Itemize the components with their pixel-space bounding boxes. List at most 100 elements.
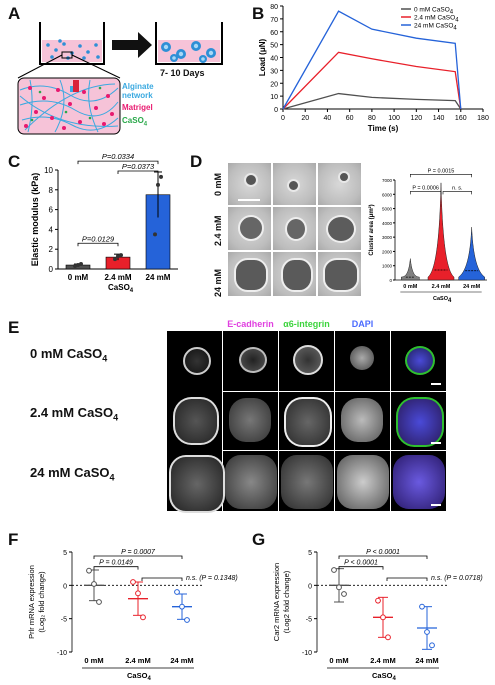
left-dish-cells [46, 39, 100, 60]
y-tick-label: 6 [49, 206, 54, 215]
data-point [341, 591, 347, 597]
micro-row-label-2: 24 mM [213, 268, 223, 297]
x-tick-label: 140 [433, 115, 445, 122]
y-axis-label-secondary: (Log₂ fold change) [37, 571, 46, 633]
data-point [174, 589, 180, 595]
if-tile-merge [391, 451, 446, 511]
category-label: 24 mM [463, 284, 481, 290]
y-tick-label: 60 [270, 30, 278, 37]
y-tick-label: 30 [270, 68, 278, 75]
x-tick-label: 120 [410, 115, 422, 122]
if-tile-merge [391, 331, 446, 391]
chart-f-prlr-expression: 5 0 -5 -10 Prlr mRNA expression (Log₂ fold ch… [27, 549, 238, 682]
significance-bracket [117, 170, 159, 174]
y-axis-label: Car2 mRNA expression [272, 563, 281, 641]
if-column-ecadherin [167, 331, 225, 513]
caso4-label: CaSO4 [122, 116, 148, 128]
brightfield-tile [228, 207, 271, 250]
category-label: 0 mM [68, 273, 89, 282]
data-point [380, 614, 386, 621]
chart-c-elastic-modulus: 0 2 4 6 8 10 Elastic modulus (kPa) 0 mM 2.4 mM 24… [30, 152, 178, 294]
data-point [336, 584, 342, 591]
y-axis-label-secondary: (Log2 fold change) [282, 570, 291, 633]
legend-label: 24 mM CaSO4 [414, 23, 457, 32]
matrigel-marker [73, 80, 79, 92]
data-point [140, 614, 146, 621]
category-label: 2.4 mM [432, 284, 451, 290]
data-point [96, 599, 102, 605]
category-label: 0 mM [84, 656, 103, 665]
x-tick-label: 60 [346, 115, 354, 122]
data-point [73, 264, 77, 269]
y-tick-label: 10 [44, 166, 53, 175]
brightfield-tile [273, 207, 316, 250]
significance-label: P=0.0129 [82, 234, 115, 243]
y-axis-label: Cluster area (μm²) [368, 204, 375, 255]
significance-bracket [442, 191, 472, 195]
panel-label-b: B [252, 4, 265, 23]
y-tick-label: 1000 [382, 264, 393, 269]
right-dish-organoids [161, 41, 216, 63]
brightfield-tile [228, 163, 271, 205]
data-point [375, 597, 381, 604]
significance-bracket [141, 577, 183, 581]
data-point [76, 263, 80, 268]
x-tick-label: 80 [368, 115, 376, 122]
if-row-label-1: 2.4 mM CaSO4 [30, 405, 119, 423]
y-tick-label: 2000 [382, 249, 393, 254]
significance-label: P=0.0373 [122, 162, 155, 171]
x-axis-label: CaSO4 [372, 671, 396, 682]
if-tile [335, 392, 390, 450]
series-line [282, 92, 462, 110]
y-axis-label: Prlr mRNA expression [27, 565, 36, 639]
culture-days-label: 7- 10 Days [160, 68, 205, 78]
significance-bracket [410, 191, 442, 195]
x-axis-label: Time (s) [368, 124, 399, 133]
significance-bracket [386, 577, 428, 581]
y-axis-label: Load (μN) [258, 39, 267, 77]
data-point [79, 262, 83, 267]
significance-bracket [93, 566, 139, 570]
panel-label-d: D [190, 152, 203, 171]
if-tile [335, 451, 390, 511]
brightfield-tile [273, 163, 316, 205]
significance-bracket [77, 160, 159, 165]
y-tick-label: 20 [270, 81, 278, 88]
data-point [119, 253, 123, 258]
significance-label: n.s. (P = 0.0718) [431, 575, 483, 582]
x-tick-label: 20 [301, 115, 309, 122]
if-header-ecadherin: E-cadherin [227, 319, 274, 329]
data-point [130, 579, 136, 585]
if-tile [335, 331, 390, 391]
violin [458, 227, 485, 281]
category-label: 24 mM [170, 656, 193, 665]
y-tick-label: -10 [302, 650, 312, 657]
alginate-fibers [19, 79, 119, 133]
zoom-box [17, 77, 121, 135]
panel-a-schematic [17, 22, 223, 135]
arrow-icon [112, 32, 152, 58]
x-axis-label: CaSO4 [108, 283, 134, 294]
y-tick-label: -10 [57, 650, 67, 657]
data-point [429, 642, 435, 649]
significance-label: P = 0.0149 [99, 560, 133, 567]
legend-label: 0 mM CaSO4 [414, 7, 454, 16]
significance-bracket [77, 242, 119, 247]
significance-label: P < 0.0001 [344, 560, 378, 567]
y-tick-label: 5 [308, 550, 312, 557]
chart-g-car2-expression: 5 0 -5 -10 Car2 mRNA expression (Log2 fold ch… [272, 549, 483, 682]
x-axis-label: CaSO4 [127, 671, 151, 682]
brightfield-tile [318, 207, 361, 250]
if-header-dapi: DAPI [351, 319, 374, 329]
y-tick-label: 8 [49, 186, 54, 195]
y-tick-label: 6000 [382, 192, 393, 197]
data-point [159, 174, 163, 179]
y-tick-label: 0 [49, 265, 54, 274]
caso4-dots [30, 86, 102, 122]
panel-label-e: E [8, 318, 20, 337]
left-dish-wall [39, 22, 105, 65]
y-tick-label: 40 [270, 56, 278, 63]
if-tile [279, 331, 334, 391]
category-label: 2.4 mM [104, 273, 131, 282]
y-tick-label: 0 [274, 107, 278, 114]
